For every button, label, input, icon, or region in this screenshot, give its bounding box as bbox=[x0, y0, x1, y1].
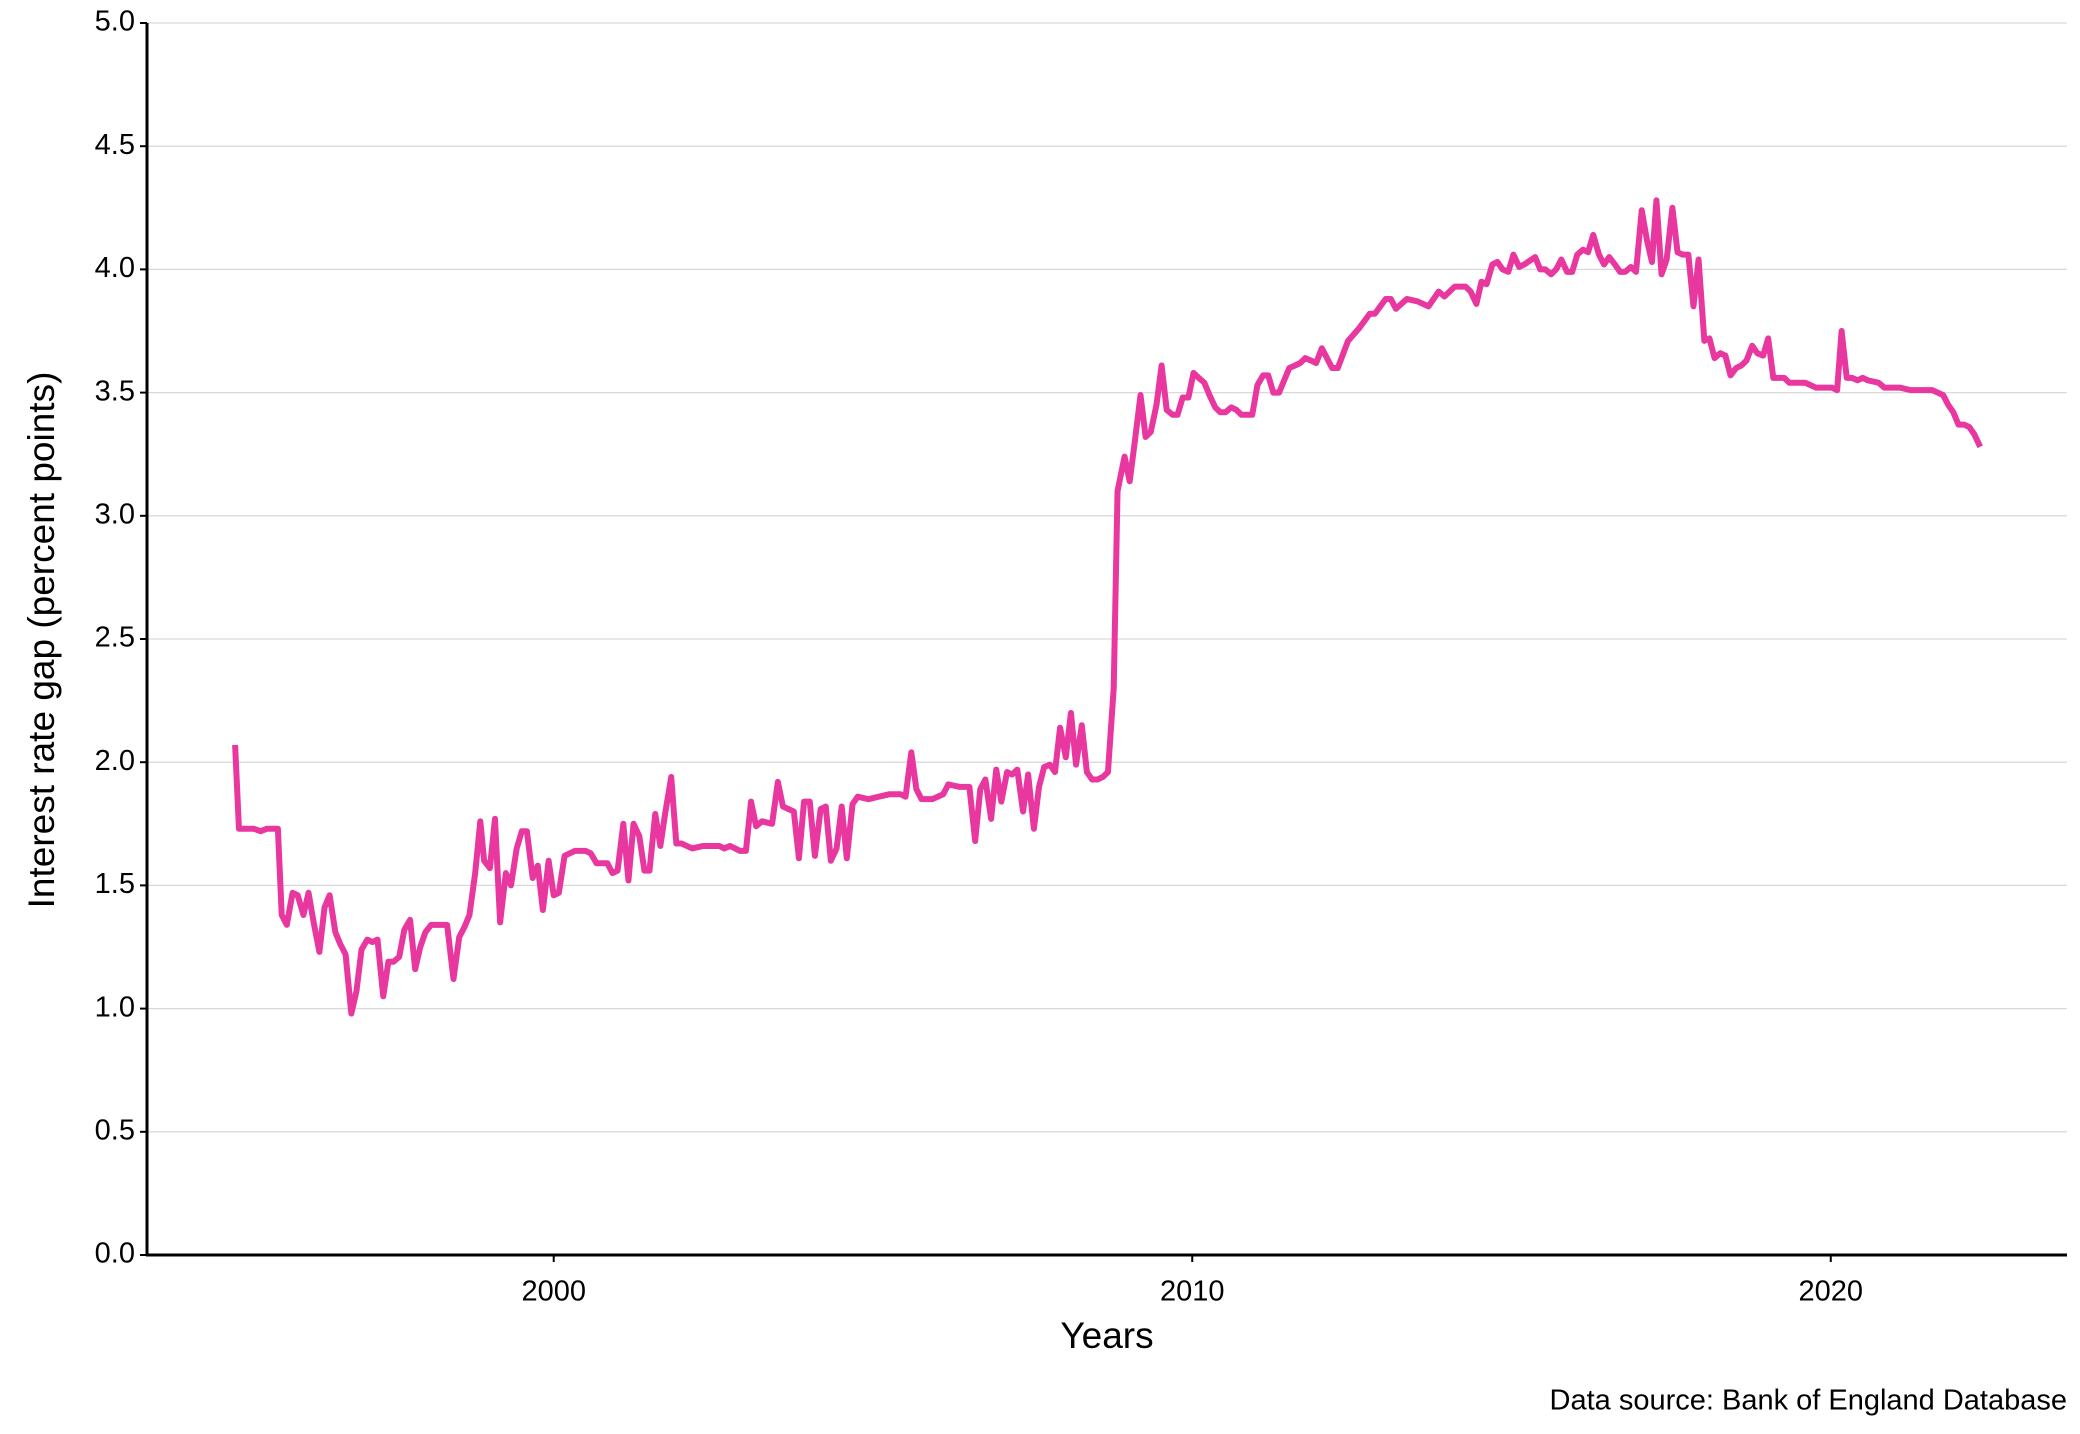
y-tick-label: 0.5 bbox=[95, 1114, 135, 1146]
y-tick-label: 1.5 bbox=[95, 868, 135, 900]
x-tick-label: 2000 bbox=[521, 1276, 586, 1308]
data-line bbox=[232, 197, 1983, 1017]
x-tick-label: 2010 bbox=[1160, 1276, 1225, 1308]
y-tick-label: 4.5 bbox=[95, 129, 135, 161]
caption: Data source: Bank of England Database bbox=[1550, 1385, 2068, 1417]
x-tick-label: 2020 bbox=[1798, 1276, 1863, 1308]
y-tick-label: 2.0 bbox=[95, 745, 135, 777]
y-tick-label: 0.0 bbox=[95, 1238, 135, 1270]
y-tick-label: 3.0 bbox=[95, 498, 135, 530]
y-axis-title: Interest rate gap (percent points) bbox=[21, 372, 62, 909]
y-tick-label: 3.5 bbox=[95, 375, 135, 407]
y-tick-label: 5.0 bbox=[95, 6, 135, 38]
y-tick-label: 1.0 bbox=[95, 991, 135, 1023]
y-tick-label: 4.0 bbox=[95, 252, 135, 284]
x-axis-title: Years bbox=[1060, 1315, 1153, 1356]
y-tick-label: 2.5 bbox=[95, 622, 135, 654]
